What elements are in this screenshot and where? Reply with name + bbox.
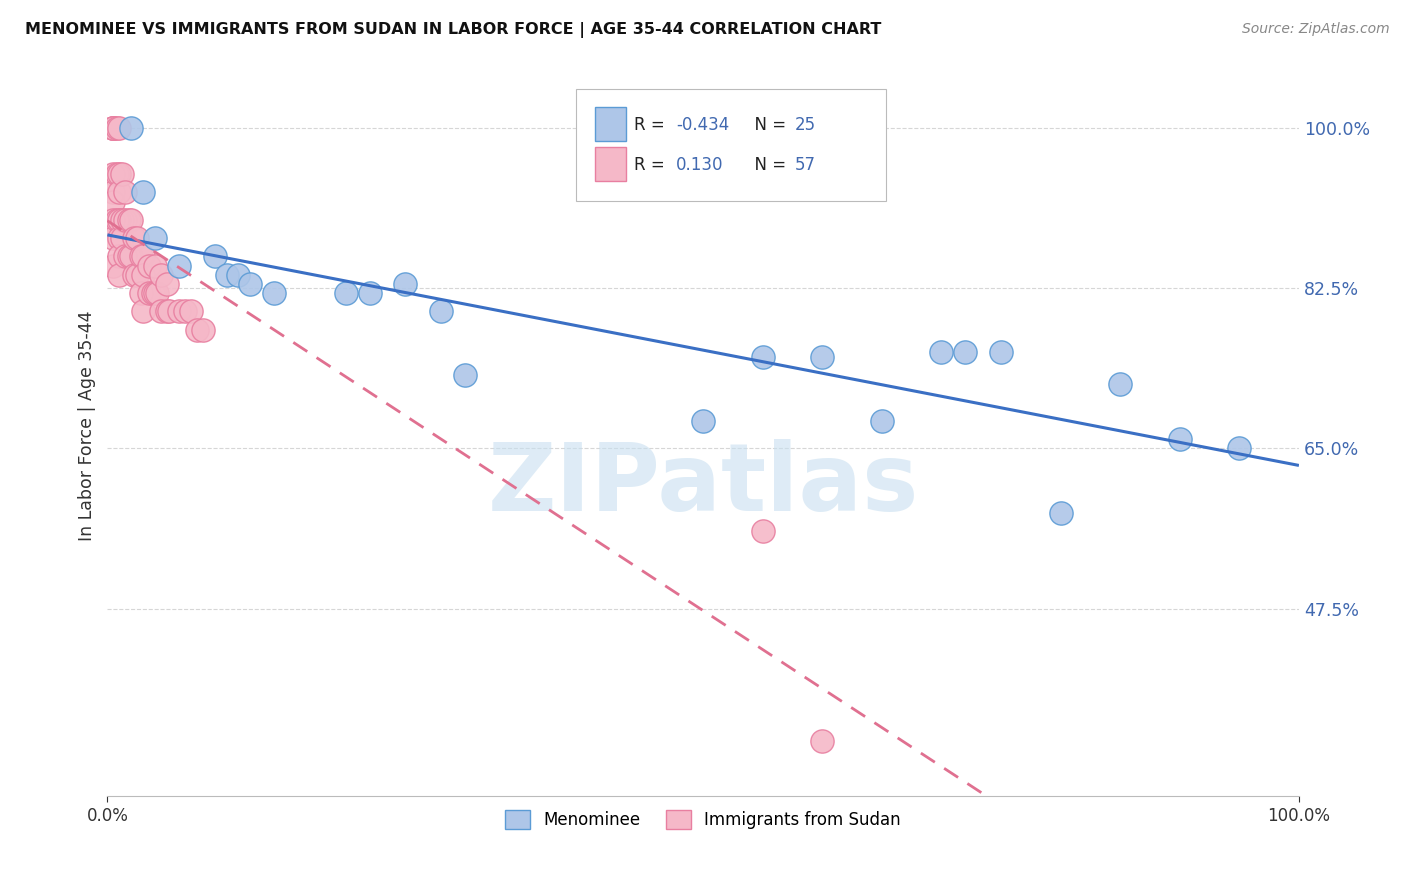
Point: [359, 285, 381, 300]
Point: [103, 259, 125, 273]
Text: 57: 57: [794, 156, 815, 174]
Point: [103, 212, 125, 227]
Point: [122, 268, 145, 282]
Point: [228, 268, 250, 282]
Point: [955, 345, 977, 359]
Point: [204, 249, 226, 263]
Point: [129, 285, 152, 300]
Point: [692, 414, 714, 428]
Point: [186, 322, 208, 336]
Text: R =: R =: [634, 116, 671, 134]
Text: 0.130: 0.130: [676, 156, 724, 174]
Point: [132, 268, 155, 282]
Point: [143, 259, 166, 273]
Text: 25: 25: [794, 116, 815, 134]
Point: [430, 304, 453, 318]
Point: [215, 268, 238, 282]
Point: [173, 304, 195, 318]
Point: [118, 249, 141, 263]
Point: [111, 231, 134, 245]
Point: [108, 231, 131, 245]
Point: [103, 121, 125, 136]
Point: [138, 285, 160, 300]
Point: [167, 304, 190, 318]
Point: [103, 231, 125, 245]
Y-axis label: In Labor Force | Age 35-44: In Labor Force | Age 35-44: [79, 310, 96, 541]
Text: Source: ZipAtlas.com: Source: ZipAtlas.com: [1241, 22, 1389, 37]
Point: [118, 212, 141, 227]
Point: [1168, 433, 1191, 447]
Point: [150, 268, 173, 282]
Point: [239, 277, 262, 291]
Point: [105, 212, 128, 227]
Point: [108, 186, 131, 200]
Point: [114, 186, 136, 200]
Point: [103, 121, 125, 136]
Point: [157, 304, 180, 318]
Point: [129, 249, 152, 263]
Point: [103, 121, 125, 136]
Point: [108, 121, 131, 136]
Point: [108, 212, 131, 227]
Point: [167, 259, 190, 273]
Text: R =: R =: [634, 156, 671, 174]
Point: [150, 304, 173, 318]
Point: [114, 212, 136, 227]
Point: [143, 285, 166, 300]
Point: [108, 268, 131, 282]
Point: [103, 194, 125, 209]
Point: [811, 350, 834, 364]
Point: [1109, 377, 1132, 392]
Point: [127, 268, 149, 282]
Point: [990, 345, 1012, 359]
Point: [191, 322, 214, 336]
Point: [132, 249, 155, 263]
Point: [122, 231, 145, 245]
Legend: Menominee, Immigrants from Sudan: Menominee, Immigrants from Sudan: [499, 804, 907, 836]
Point: [120, 121, 142, 136]
Point: [103, 121, 125, 136]
Point: [263, 285, 285, 300]
Point: [132, 304, 155, 318]
Point: [103, 167, 125, 181]
Point: [132, 186, 155, 200]
Point: [111, 212, 134, 227]
Point: [127, 231, 149, 245]
Point: [1227, 442, 1250, 456]
Point: [751, 524, 773, 538]
Point: [103, 186, 125, 200]
Text: N =: N =: [744, 116, 792, 134]
Point: [156, 304, 179, 318]
Point: [138, 259, 160, 273]
Point: [108, 249, 131, 263]
Point: [142, 285, 165, 300]
Point: [156, 277, 179, 291]
Text: N =: N =: [744, 156, 792, 174]
Point: [111, 167, 134, 181]
Point: [335, 285, 357, 300]
Point: [751, 350, 773, 364]
Point: [394, 277, 416, 291]
Text: ZIPatlas: ZIPatlas: [488, 439, 920, 531]
Point: [120, 249, 142, 263]
Point: [870, 414, 893, 428]
Point: [146, 285, 169, 300]
Point: [180, 304, 202, 318]
Point: [931, 345, 953, 359]
Point: [811, 734, 834, 748]
Point: [105, 121, 128, 136]
Point: [105, 167, 128, 181]
Point: [120, 212, 142, 227]
Point: [108, 167, 131, 181]
Text: -0.434: -0.434: [676, 116, 730, 134]
Point: [143, 231, 166, 245]
Point: [114, 249, 136, 263]
Point: [454, 368, 477, 383]
Text: MENOMINEE VS IMMIGRANTS FROM SUDAN IN LABOR FORCE | AGE 35-44 CORRELATION CHART: MENOMINEE VS IMMIGRANTS FROM SUDAN IN LA…: [25, 22, 882, 38]
Point: [1049, 506, 1071, 520]
